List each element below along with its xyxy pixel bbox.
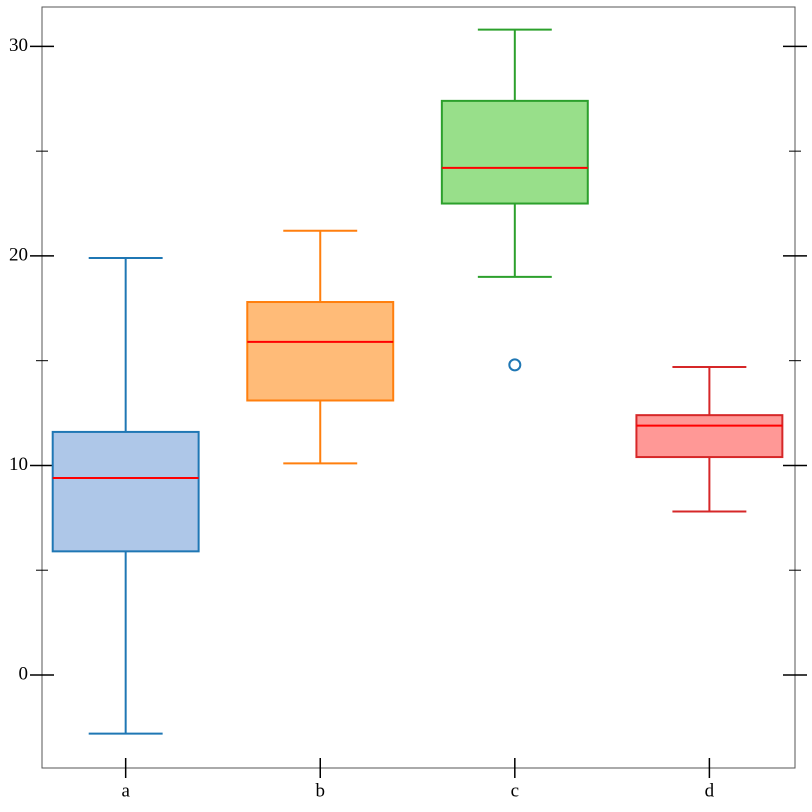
flier bbox=[508, 358, 522, 372]
x-tick-label: b bbox=[315, 780, 325, 801]
y-tick-label: 0 bbox=[19, 663, 29, 684]
x-tick-label: a bbox=[121, 780, 130, 801]
x-tick-label: d bbox=[705, 780, 715, 801]
box bbox=[635, 414, 784, 459]
y-tick-label: 10 bbox=[9, 454, 28, 475]
box bbox=[246, 301, 395, 402]
box bbox=[440, 99, 589, 205]
y-tick-label: 20 bbox=[9, 244, 28, 265]
plot-frame bbox=[41, 6, 796, 769]
box bbox=[51, 430, 200, 553]
y-tick-label: 30 bbox=[9, 35, 28, 56]
x-tick-label: c bbox=[511, 780, 519, 801]
